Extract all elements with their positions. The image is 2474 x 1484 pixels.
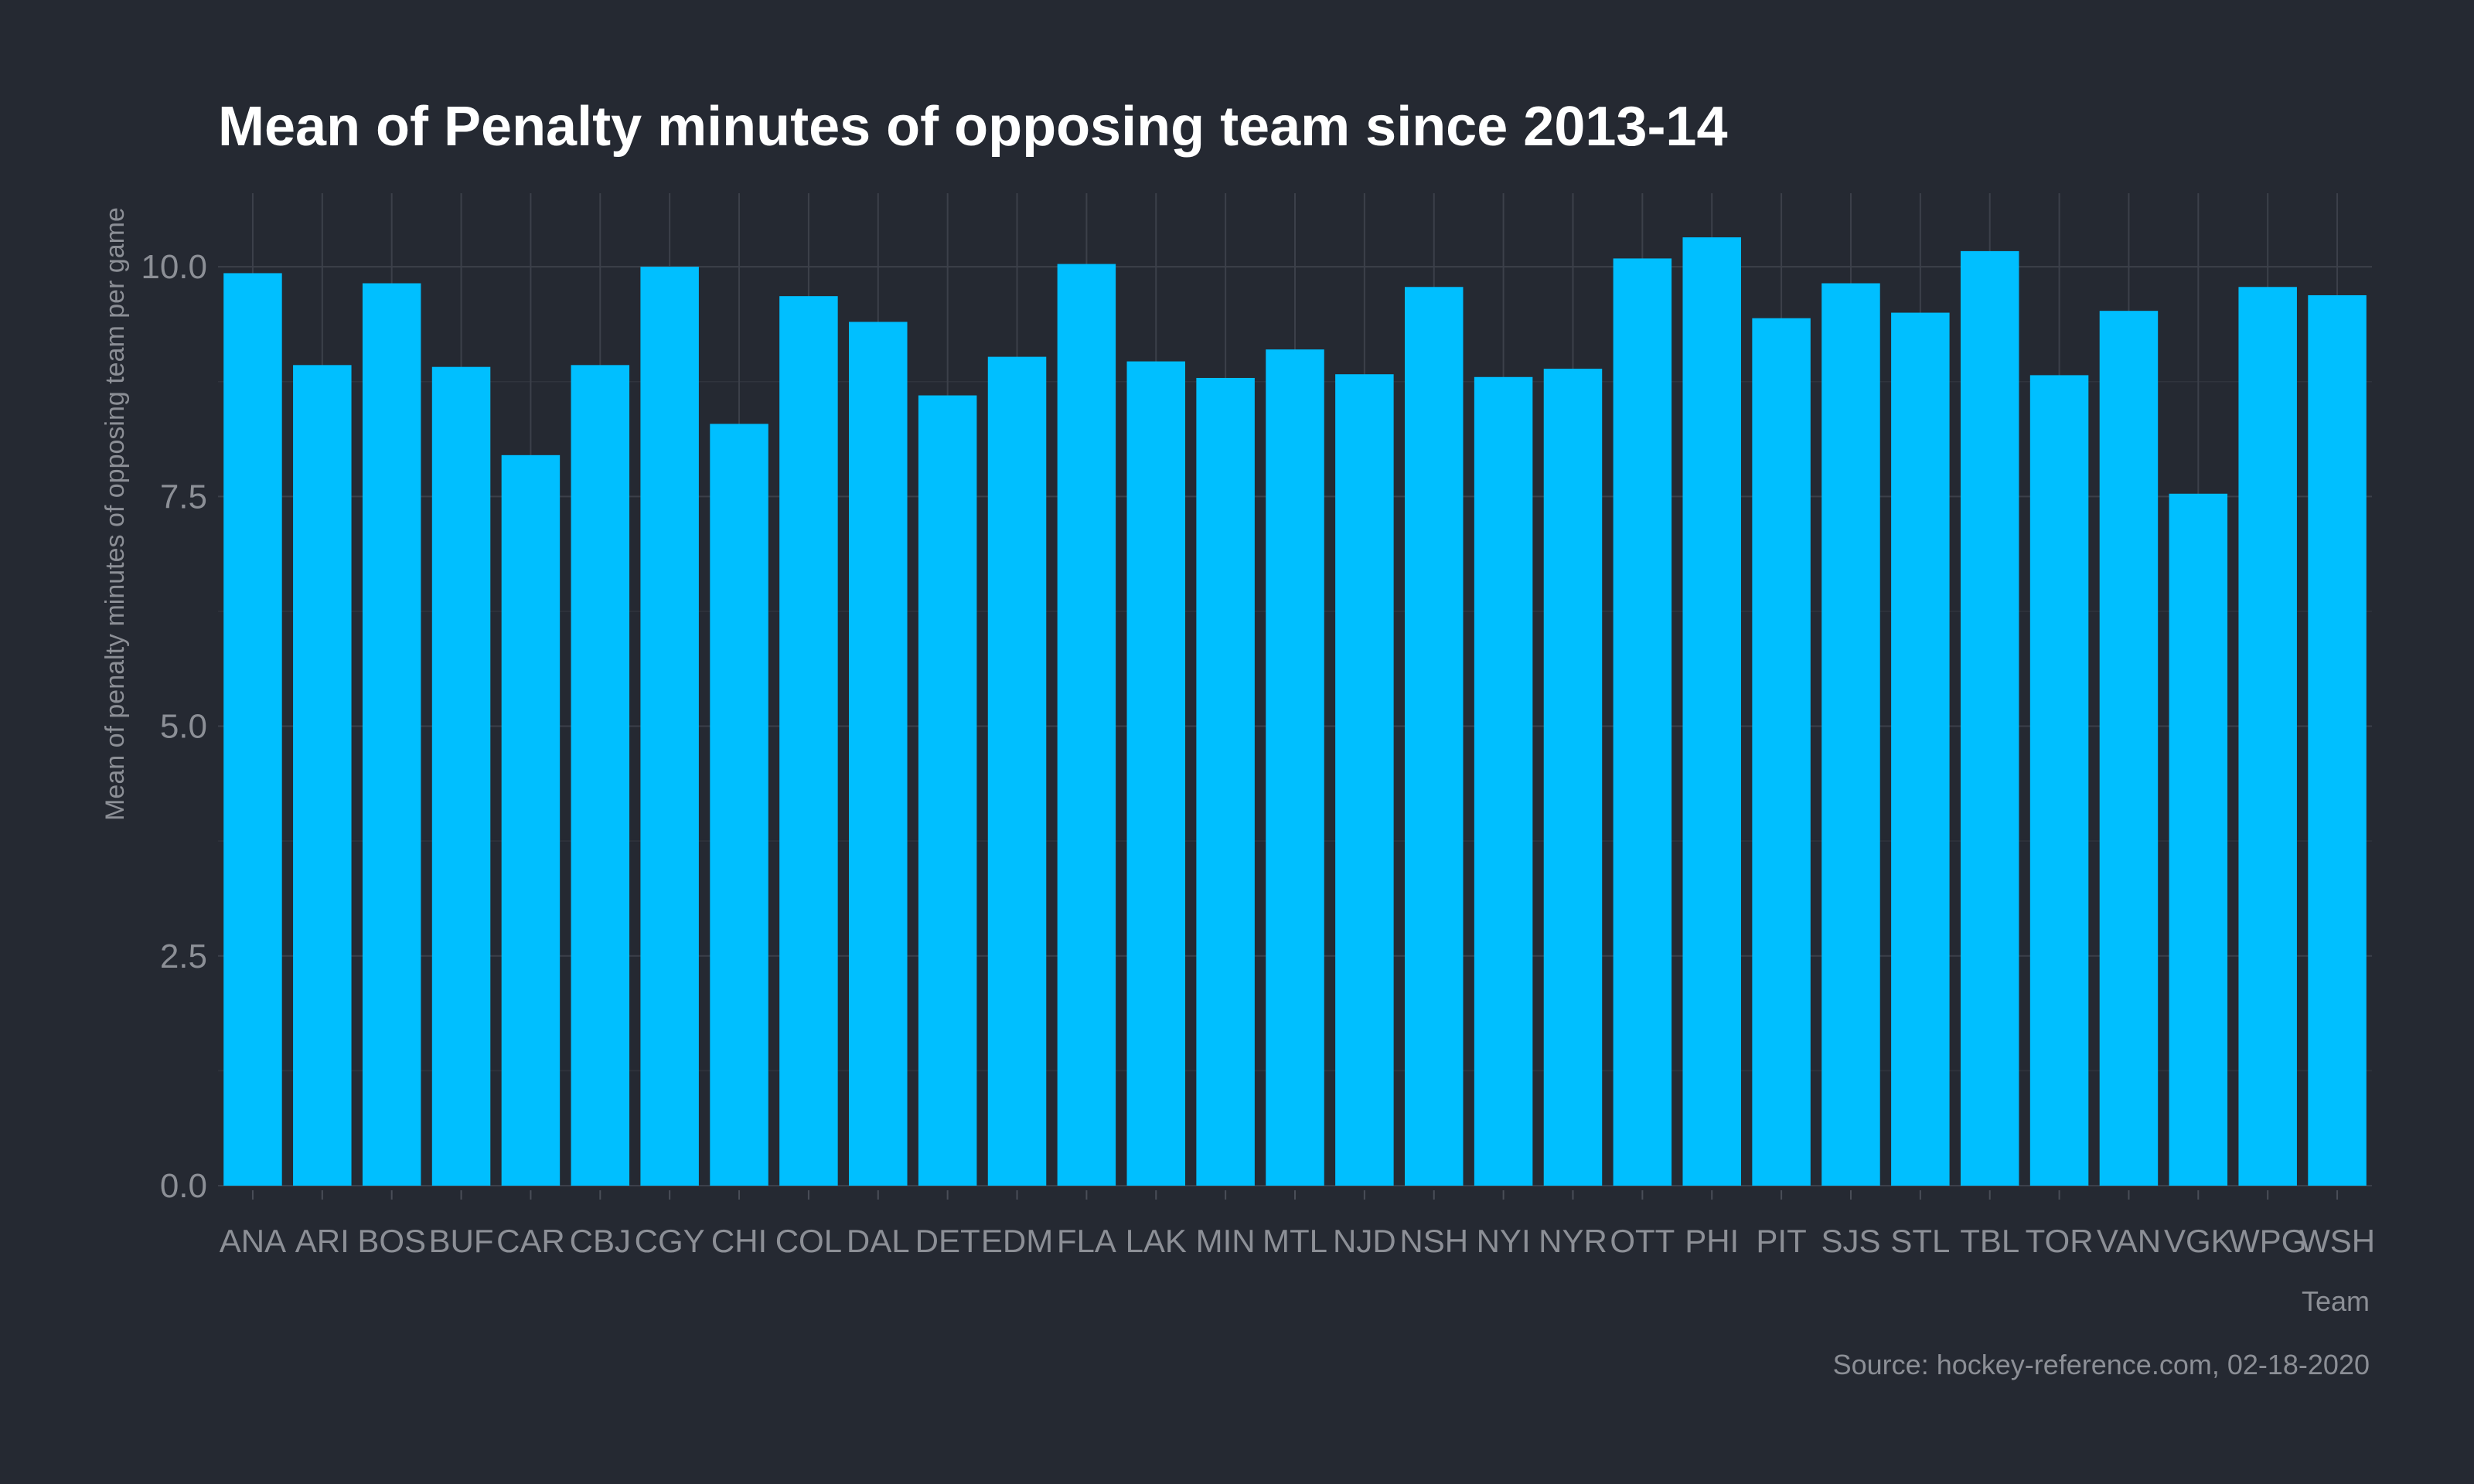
bar-van — [2099, 311, 2159, 1186]
x-tick-label: SJS — [1821, 1223, 1880, 1259]
y-axis: 0.0 2.5 5.0 7.5 10.0 — [141, 248, 207, 1205]
x-tick-label: CAR — [496, 1223, 565, 1259]
x-tick-label: WSH — [2299, 1223, 2375, 1259]
y-tick-label: 7.5 — [160, 478, 207, 516]
bar-tbl — [1960, 250, 2019, 1186]
y-tick-label: 2.5 — [160, 938, 207, 975]
bar-stl — [1891, 312, 1950, 1186]
bar-car — [501, 454, 561, 1186]
x-tick-label: MIN — [1196, 1223, 1256, 1259]
x-tick-label: WPG — [2229, 1223, 2306, 1259]
x-tick-label: NYR — [1539, 1223, 1607, 1259]
x-tick-label: OTT — [1610, 1223, 1675, 1259]
y-tick-label: 0.0 — [160, 1167, 207, 1205]
x-tick-label: CHI — [711, 1223, 767, 1259]
x-tick-label: TOR — [2026, 1223, 2094, 1259]
bar-det — [918, 395, 977, 1186]
x-tick-label: TBL — [1960, 1223, 2019, 1259]
x-tick-label: BUF — [429, 1223, 494, 1259]
bar-pit — [1752, 318, 1811, 1186]
bar-ari — [293, 365, 352, 1186]
x-axis-label: Team — [2302, 1285, 2370, 1317]
x-axis: ANA ARI BOS BUF CAR CBJ CGY CHI COL DAL DET EDM FLA L… — [220, 1190, 2375, 1259]
bar-nyr — [1543, 369, 1603, 1186]
x-tick-label: FLA — [1057, 1223, 1116, 1259]
bar-ana — [223, 273, 282, 1186]
chart-caption: Source: hockey-reference.com, 02-18-2020 — [1833, 1349, 2370, 1380]
x-tick-label: DAL — [847, 1223, 910, 1259]
bar-wsh — [2308, 294, 2367, 1186]
x-tick-label: ARI — [295, 1223, 349, 1259]
bar-edm — [987, 356, 1047, 1186]
bar-lak — [1126, 361, 1186, 1186]
x-tick-label: PHI — [1685, 1223, 1739, 1259]
x-tick-label: COL — [775, 1223, 842, 1259]
bars — [223, 237, 2367, 1186]
bar-chi — [710, 424, 768, 1186]
x-tick-label: NSH — [1399, 1223, 1468, 1259]
bar-ott — [1613, 258, 1672, 1186]
bar-nsh — [1404, 287, 1464, 1186]
x-tick-label: VGK — [2164, 1223, 2233, 1259]
bar-phi — [1682, 237, 1741, 1186]
bar-vgk — [2169, 493, 2228, 1186]
x-tick-label: DET — [915, 1223, 980, 1259]
bar-col — [779, 296, 838, 1186]
x-tick-label: LAK — [1126, 1223, 1187, 1259]
x-tick-label: VAN — [2097, 1223, 2161, 1259]
y-tick-label: 5.0 — [160, 708, 207, 746]
x-tick-label: BOS — [357, 1223, 426, 1259]
x-tick-label: MTL — [1263, 1223, 1327, 1259]
bar-bos — [362, 283, 421, 1186]
bar-tor — [2029, 375, 2089, 1186]
x-tick-label: STL — [1890, 1223, 1950, 1259]
bar-fla — [1057, 264, 1116, 1186]
x-tick-label: CGY — [635, 1223, 705, 1259]
bar-cgy — [640, 267, 699, 1186]
x-tick-label: PIT — [1756, 1223, 1806, 1259]
x-tick-label: EDM — [981, 1223, 1053, 1259]
x-tick-label: NYI — [1477, 1223, 1531, 1259]
x-tick-label: CBJ — [570, 1223, 631, 1259]
bar-sjs — [1821, 283, 1880, 1186]
bar-wpg — [2238, 287, 2297, 1186]
bar-buf — [431, 366, 491, 1186]
bar-dal — [849, 322, 908, 1186]
bar-cbj — [571, 365, 630, 1186]
y-tick-label: 10.0 — [141, 248, 207, 286]
bar-min — [1196, 377, 1255, 1186]
bar-nyi — [1474, 376, 1533, 1186]
x-tick-label: ANA — [220, 1223, 286, 1259]
bar-njd — [1335, 374, 1394, 1186]
chart-title: Mean of Penalty minutes of opposing team… — [218, 96, 1728, 158]
y-axis-label: Mean of penalty minutes of opposing team… — [101, 207, 130, 821]
x-tick-label: NJD — [1333, 1223, 1396, 1259]
bar-mtl — [1266, 349, 1324, 1186]
